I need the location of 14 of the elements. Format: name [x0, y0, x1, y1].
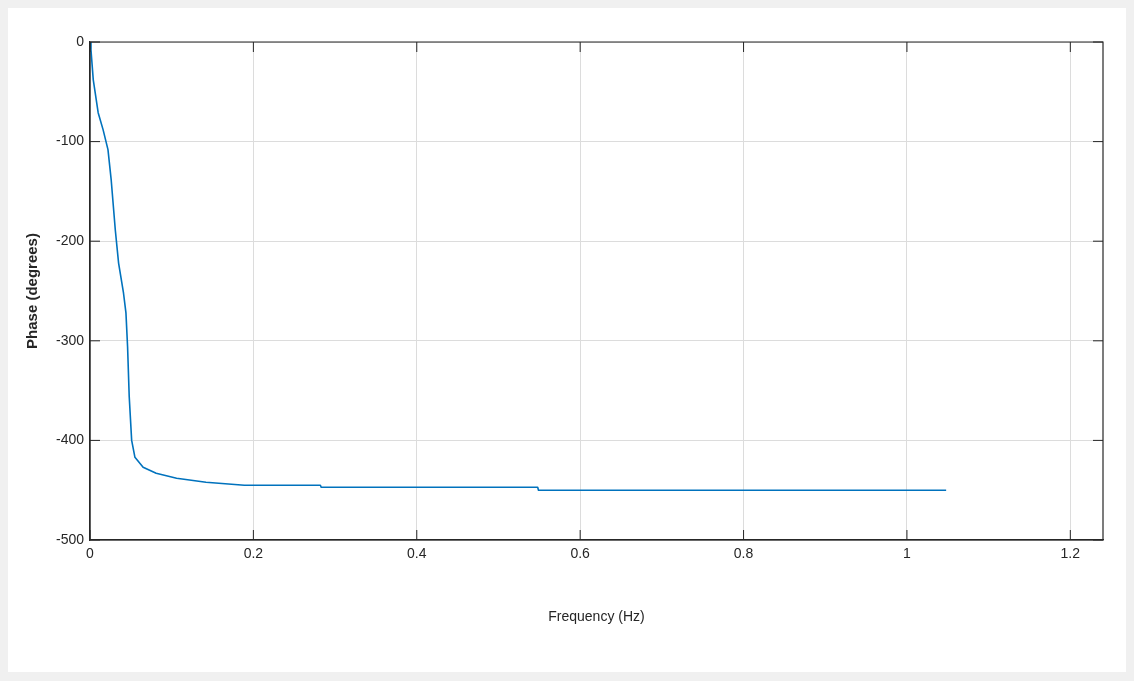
y-tick-label: -300 — [55, 331, 85, 348]
x-tick-label: 0.6 — [570, 545, 591, 562]
y-tick-label: -400 — [55, 431, 85, 448]
y-axis-title: Phase (degrees) — [23, 233, 41, 349]
y-tick-label: -500 — [55, 530, 85, 547]
x-axis-title: Frequency (Hz) — [548, 608, 645, 625]
y-tick-label: -200 — [55, 232, 85, 249]
y-tick-label: 0 — [76, 32, 85, 49]
x-tick-label: 1 — [903, 545, 912, 562]
x-tick-label: 0.2 — [243, 545, 264, 562]
y-tick-label: -100 — [55, 132, 85, 149]
x-tick-label: 0.4 — [407, 545, 427, 562]
x-tick-label: 1.2 — [1060, 545, 1081, 562]
x-tick-label: 0.8 — [733, 545, 754, 562]
